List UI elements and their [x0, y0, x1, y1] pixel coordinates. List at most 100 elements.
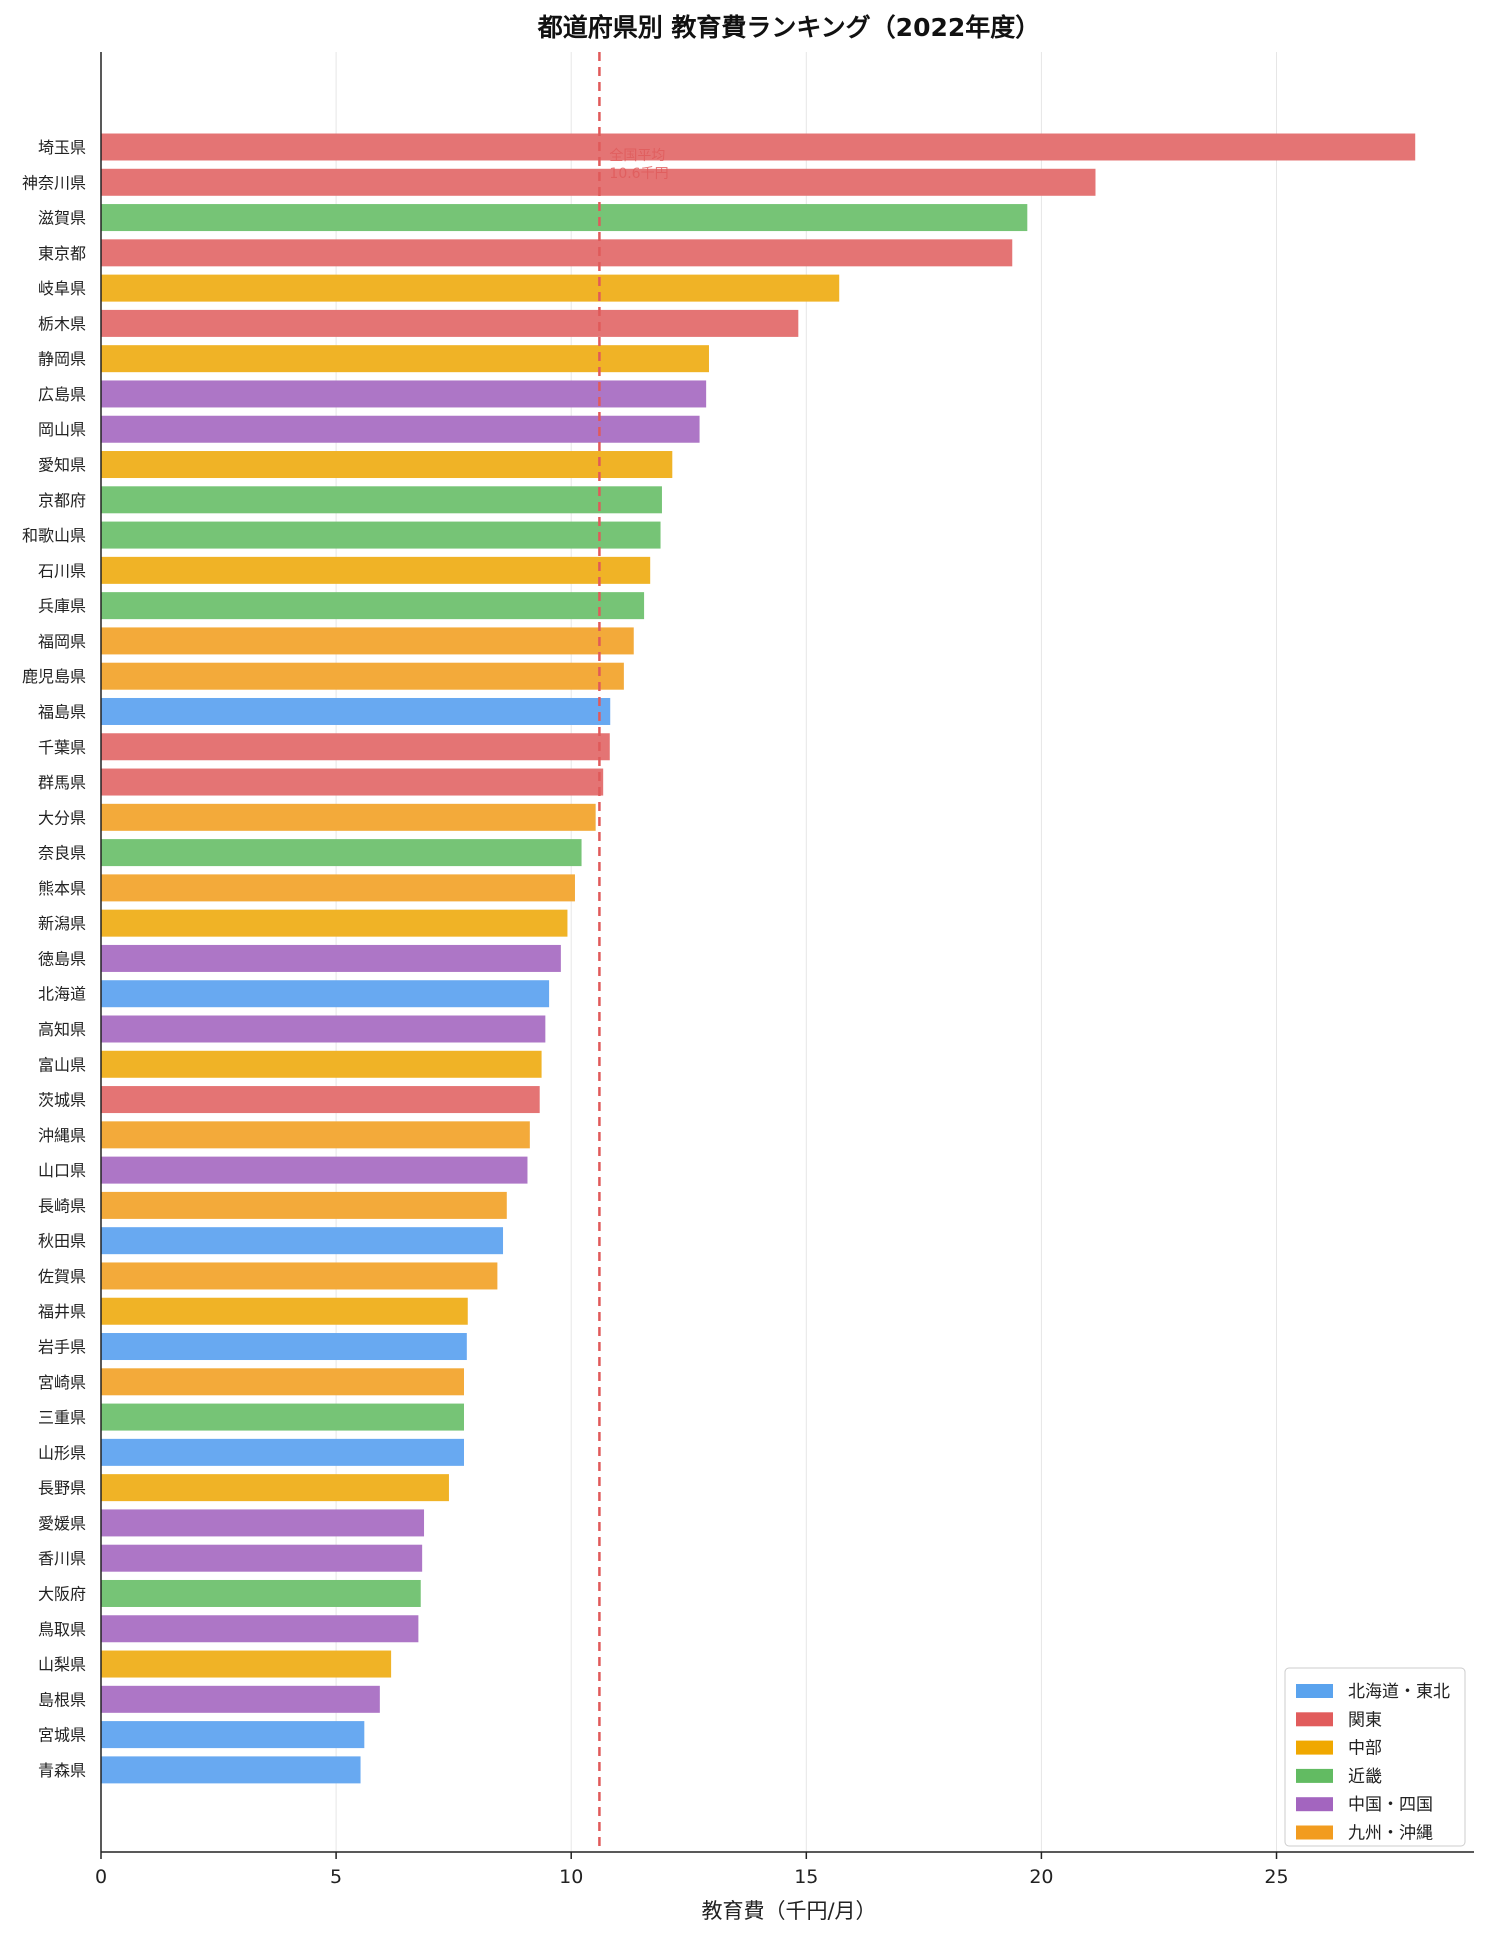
bar [101, 345, 709, 373]
legend-label: 九州・沖縄 [1348, 1824, 1433, 1844]
bar [101, 1650, 392, 1678]
category-label: 岡山県 [38, 420, 86, 439]
category-label: 福岡県 [38, 632, 86, 651]
bar [101, 627, 634, 655]
legend-swatch [1296, 1768, 1333, 1783]
bar [101, 1333, 467, 1361]
bar [101, 1050, 542, 1078]
bar [101, 768, 604, 796]
legend-swatch [1296, 1740, 1333, 1755]
bar [101, 980, 550, 1008]
bar [101, 1509, 425, 1537]
bar [101, 1721, 365, 1749]
bar [101, 1156, 528, 1184]
category-label: 島根県 [38, 1690, 86, 1709]
category-label: 岐阜県 [38, 279, 86, 298]
category-label: 神奈川県 [22, 173, 86, 192]
x-tick-label: 15 [794, 1866, 818, 1888]
category-label: 徳島県 [38, 949, 86, 968]
bar [101, 1403, 464, 1431]
bar [101, 1615, 419, 1643]
category-label: 宮城県 [38, 1726, 86, 1745]
bar [101, 697, 611, 725]
category-label: 愛媛県 [38, 1514, 86, 1533]
bar [101, 309, 799, 337]
category-label: 広島県 [38, 385, 86, 404]
bar [101, 1297, 468, 1325]
category-label: 東京都 [38, 244, 86, 263]
bar [101, 803, 596, 831]
category-label: 高知県 [38, 1020, 86, 1039]
bar [101, 239, 1013, 267]
category-label: 長野県 [38, 1479, 86, 1498]
bar [101, 486, 662, 514]
legend-label: 中部 [1348, 1739, 1382, 1759]
category-label: 埼玉県 [38, 138, 86, 157]
category-label: 青森県 [38, 1761, 86, 1780]
category-label: 富山県 [38, 1055, 86, 1074]
bar [101, 204, 1028, 232]
category-label: 和歌山県 [22, 526, 86, 545]
legend-label: 近畿 [1348, 1767, 1382, 1787]
bar [101, 1368, 464, 1396]
category-label: 愛知県 [38, 456, 86, 475]
bar [101, 874, 575, 902]
category-label: 山梨県 [38, 1655, 86, 1674]
bar [101, 1544, 423, 1572]
legend-swatch [1296, 1712, 1333, 1727]
average-value-label: 10.6千円 [609, 166, 668, 182]
category-label: 長崎県 [38, 1196, 86, 1215]
bar [101, 1086, 540, 1114]
bar [101, 1756, 361, 1784]
category-label: 滋賀県 [38, 209, 86, 228]
category-labels: 埼玉県神奈川県滋賀県東京都岐阜県栃木県静岡県広島県岡山県愛知県京都府和歌山県石川… [22, 138, 86, 1780]
legend-label: 北海道・東北 [1348, 1682, 1450, 1702]
category-label: 福島県 [38, 702, 86, 721]
category-label: 岩手県 [38, 1338, 86, 1357]
category-label: 群馬県 [38, 773, 86, 792]
bar [101, 1227, 504, 1255]
x-axis-title: 教育費（千円/月） [701, 1899, 876, 1923]
category-label: 茨城県 [38, 1091, 86, 1110]
x-tick-label: 25 [1264, 1866, 1288, 1888]
category-label: 佐賀県 [38, 1267, 86, 1286]
category-label: 栃木県 [38, 314, 86, 333]
category-label: 秋田県 [38, 1232, 86, 1251]
category-label: 北海道 [38, 985, 86, 1004]
bar [101, 133, 1416, 161]
legend-label: 中国・四国 [1348, 1795, 1433, 1815]
category-label: 宮崎県 [38, 1373, 86, 1392]
average-line-group: 全国平均 10.6千円 [598, 52, 669, 1852]
bar [101, 1121, 530, 1149]
category-label: 山口県 [38, 1161, 86, 1180]
bar [101, 451, 673, 479]
bar [101, 733, 610, 761]
bar [101, 380, 707, 408]
x-tick-label: 0 [95, 1866, 107, 1888]
bar [101, 556, 651, 584]
category-label: 三重県 [38, 1408, 86, 1427]
legend-swatch [1296, 1797, 1333, 1812]
bar [101, 274, 840, 302]
category-label: 沖縄県 [38, 1126, 86, 1145]
legend-swatch [1296, 1825, 1333, 1840]
axes [100, 52, 1474, 1853]
x-tick-label: 5 [330, 1866, 342, 1888]
bar [101, 1474, 449, 1502]
legend-swatch [1296, 1684, 1333, 1698]
category-label: 奈良県 [38, 844, 86, 863]
category-label: 新潟県 [38, 914, 86, 933]
bar [101, 1191, 507, 1219]
legend-label: 関東 [1348, 1710, 1382, 1730]
category-label: 香川県 [38, 1549, 86, 1568]
bar [101, 1262, 498, 1290]
x-tick-label: 10 [559, 1866, 583, 1888]
category-label: 京都府 [38, 491, 86, 510]
bar [101, 909, 568, 937]
category-label: 大分県 [38, 808, 86, 827]
average-label: 全国平均 [609, 147, 665, 164]
category-label: 千葉県 [38, 738, 86, 757]
